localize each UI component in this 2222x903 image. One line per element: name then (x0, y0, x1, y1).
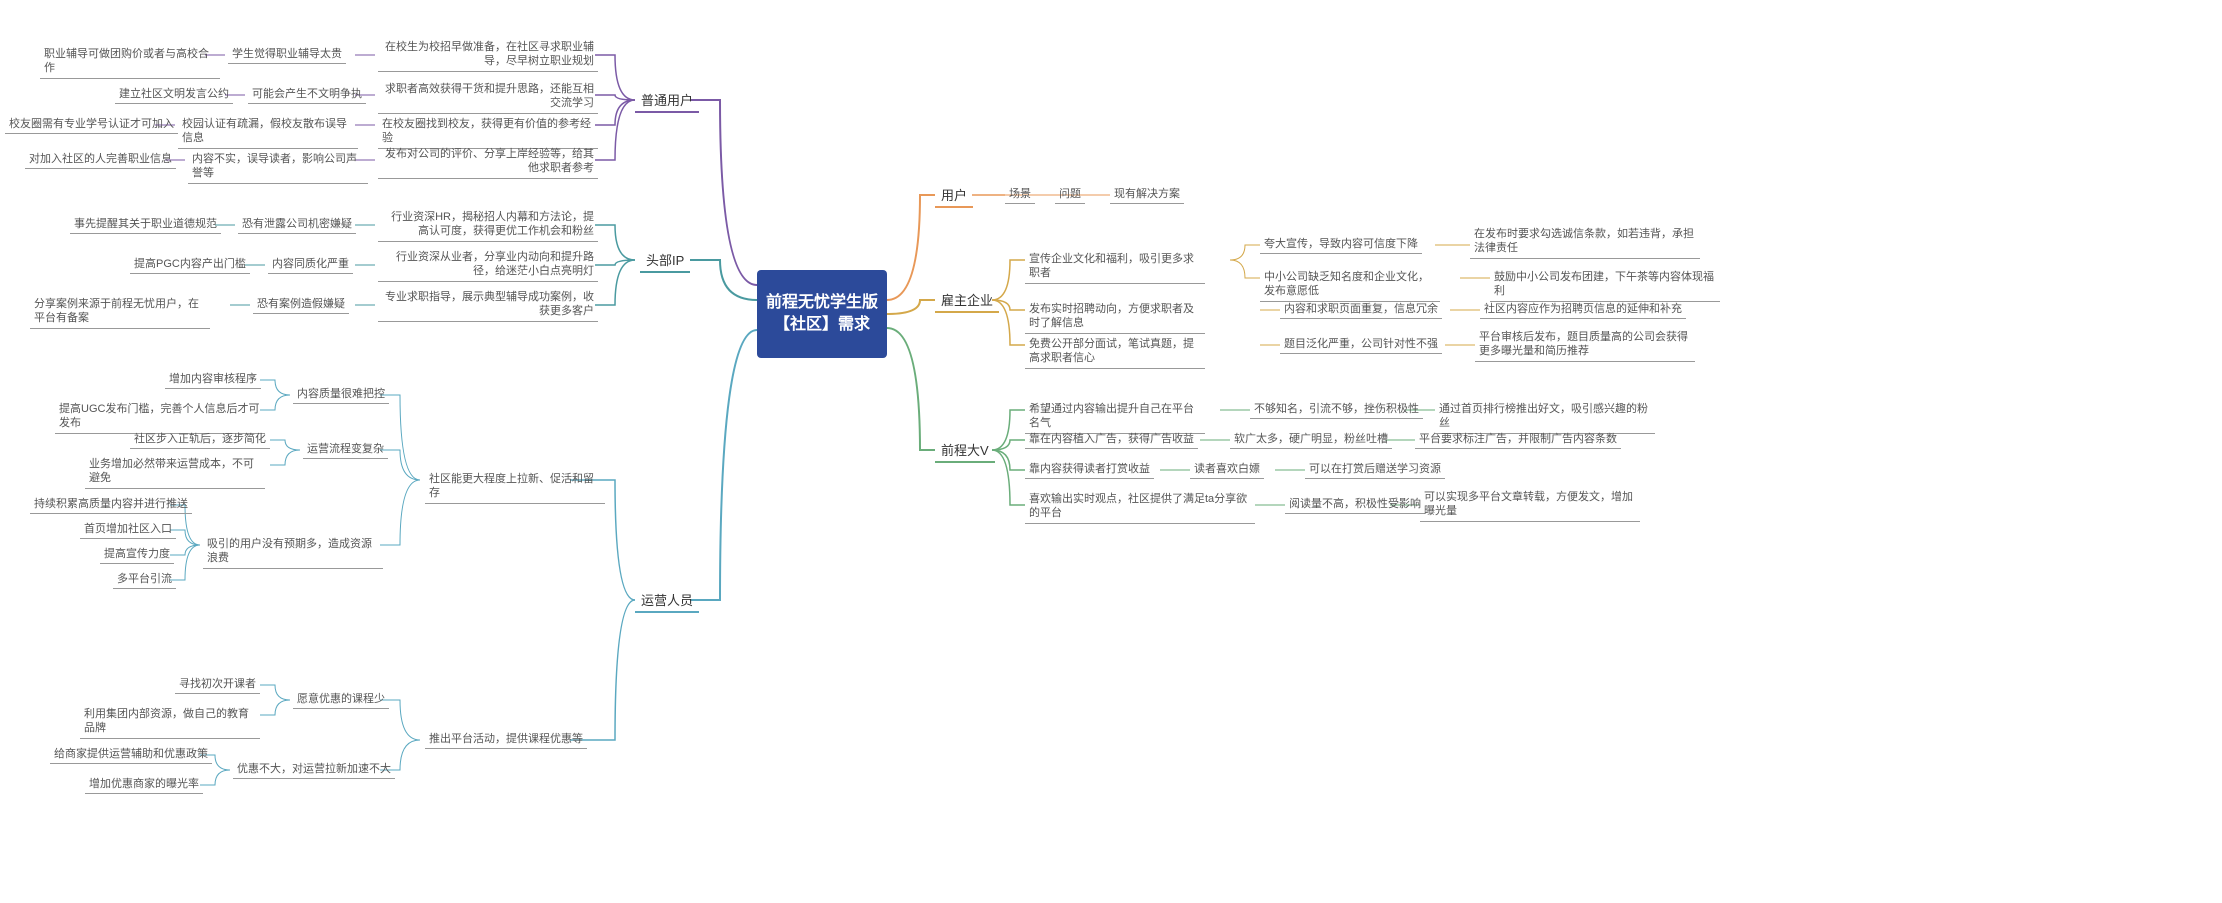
dav-0-main: 希望通过内容输出提升自己在平台名气 (1025, 400, 1205, 434)
guzhu-2-main: 免费公开部分面试，笔试真题，提高求职者信心 (1025, 335, 1205, 369)
guzhu-0-main: 宣传企业文化和福利，吸引更多求职者 (1025, 250, 1205, 284)
toubu-0-right: 行业资深HR，揭秘招人内幕和方法论，提高认可度，获得更优工作机会和粉丝 (378, 208, 598, 242)
toubu-2-mid: 恐有案例造假嫌疑 (253, 295, 349, 314)
toubu-2-right: 专业求职指导，展示典型辅导成功案例，收获更多客户 (378, 288, 598, 322)
center-node: 前程无忧学生版【社区】需求 (757, 270, 887, 358)
dav-3-mid: 阅读量不高，积极性受影响 (1285, 495, 1425, 514)
toubu-1-mid: 内容同质化严重 (268, 255, 353, 274)
putong-0-mid: 学生觉得职业辅导太贵 (228, 45, 346, 64)
guzhu-0-right: 在发布时要求勾选诚信条款，如若违背，承担法律责任 (1470, 225, 1700, 259)
toubu-1-right: 行业资深从业者，分享业内动向和提升路径，给迷茫小白点亮明灯 (378, 248, 598, 282)
guzhu-1-main: 发布实时招聘动向，方便求职者及时了解信息 (1025, 300, 1205, 334)
yonghu-sub-0: 场景 (1005, 185, 1035, 204)
putong-1-left: 建立社区文明发言公约 (115, 85, 233, 104)
putong-3-right: 发布对公司的评价、分享上岸经验等，给其他求职者参考 (378, 145, 598, 179)
yunying-g0-s1-mid: 运营流程变复杂 (303, 440, 388, 459)
branch-guzhu: 雇主企业 (935, 288, 999, 313)
yunying-g0-s2-l3: 多平台引流 (113, 570, 176, 589)
putong-1-mid: 可能会产生不文明争执 (248, 85, 366, 104)
toubu-0-mid: 恐有泄露公司机密嫌疑 (238, 215, 356, 234)
dav-0-right: 通过首页排行榜推出好文，吸引感兴趣的粉丝 (1435, 400, 1655, 434)
guzhu-0-mid: 夸大宣传，导致内容可信度下降 (1260, 235, 1422, 254)
putong-2-left: 校友圈需有专业学号认证才可加入 (5, 115, 178, 134)
dav-2-main: 靠内容获得读者打赏收益 (1025, 460, 1154, 479)
yunying-g0-s2-mid: 吸引的用户没有预期多，造成资源浪费 (203, 535, 383, 569)
yunying-g0-main: 社区能更大程度上拉新、促活和留存 (425, 470, 605, 504)
branch-putong: 普通用户 (635, 88, 699, 113)
branch-dav: 前程大V (935, 438, 995, 463)
dav-2-mid: 读者喜欢白嫖 (1190, 460, 1264, 479)
yunying-g0-s1-l0: 社区步入正轨后，逐步简化 (130, 430, 270, 449)
toubu-1-left: 提高PGC内容产出门槛 (130, 255, 250, 274)
yunying-g1-s0-mid: 愿意优惠的课程少 (293, 690, 389, 709)
guzhu-0-right2: 鼓励中小公司发布团建，下午茶等内容体现福利 (1490, 268, 1720, 302)
guzhu-2-mid: 题目泛化严重，公司针对性不强 (1280, 335, 1442, 354)
yonghu-sub-1: 问题 (1055, 185, 1085, 204)
putong-2-mid: 校园认证有疏漏，假校友散布误导信息 (178, 115, 358, 149)
putong-0-right: 在校生为校招早做准备，在社区寻求职业辅导，尽早树立职业规划 (378, 38, 598, 72)
yunying-g0-s2-l1: 首页增加社区入口 (80, 520, 176, 539)
yunying-g0-s0-l1: 提高UGC发布门槛，完善个人信息后才可发布 (55, 400, 265, 434)
yunying-g0-s1-l1: 业务增加必然带来运营成本，不可避免 (85, 455, 265, 489)
yunying-g1-s1-l1: 增加优惠商家的曝光率 (85, 775, 203, 794)
dav-1-mid: 软广太多，硬广明显，粉丝吐槽 (1230, 430, 1392, 449)
dav-0-mid: 不够知名，引流不够，挫伤积极性 (1250, 400, 1423, 419)
yunying-g0-s2-l2: 提高宣传力度 (100, 545, 174, 564)
putong-3-mid: 内容不实，误导读者，影响公司声誉等 (188, 150, 368, 184)
toubu-0-left: 事先提醒其关于职业道德规范 (70, 215, 221, 234)
guzhu-1-mid: 内容和求职页面重复，信息冗余 (1280, 300, 1442, 319)
putong-1-right: 求职者高效获得干货和提升思路，还能互相交流学习 (378, 80, 598, 114)
yunying-g1-s0-l0: 寻找初次开课者 (175, 675, 260, 694)
dav-3-main: 喜欢输出实时观点，社区提供了满足ta分享欲的平台 (1025, 490, 1255, 524)
yunying-g0-s0-l0: 增加内容审核程序 (165, 370, 261, 389)
yunying-g1-s1-mid: 优惠不大，对运营拉新加速不大 (233, 760, 395, 779)
dav-1-right: 平台要求标注广告，并限制广告内容条数 (1415, 430, 1621, 449)
putong-2-right: 在校友圈找到校友，获得更有价值的参考经验 (378, 115, 598, 149)
yunying-g0-s0-mid: 内容质量很难把控 (293, 385, 389, 404)
yonghu-sub-2: 现有解决方案 (1110, 185, 1184, 204)
branch-toubu: 头部IP (640, 248, 690, 273)
guzhu-2-right: 平台审核后发布，题目质量高的公司会获得更多曝光量和简历推荐 (1475, 328, 1695, 362)
yunying-g0-s2-l0: 持续积累高质量内容并进行推送 (30, 495, 192, 514)
yunying-g1-s0-l1: 利用集团内部资源，做自己的教育品牌 (80, 705, 260, 739)
yunying-g1-main: 推出平台活动，提供课程优惠等 (425, 730, 587, 749)
branch-yonghu: 用户 (935, 183, 973, 208)
guzhu-0-mid2: 中小公司缺乏知名度和企业文化，发布意愿低 (1260, 268, 1440, 302)
yunying-g1-s1-l0: 给商家提供运营辅助和优惠政策 (50, 745, 212, 764)
dav-1-main: 靠在内容植入广告，获得广告收益 (1025, 430, 1198, 449)
guzhu-1-right: 社区内容应作为招聘页信息的延伸和补充 (1480, 300, 1686, 319)
dav-3-right: 可以实现多平台文章转载，方便发文，增加曝光量 (1420, 488, 1640, 522)
dav-2-right: 可以在打赏后赠送学习资源 (1305, 460, 1445, 479)
branch-yunying: 运营人员 (635, 588, 699, 613)
toubu-2-left: 分享案例来源于前程无忧用户，在平台有备案 (30, 295, 210, 329)
putong-0-left: 职业辅导可做团购价或者与高校合作 (40, 45, 220, 79)
putong-3-left: 对加入社区的人完善职业信息 (25, 150, 176, 169)
